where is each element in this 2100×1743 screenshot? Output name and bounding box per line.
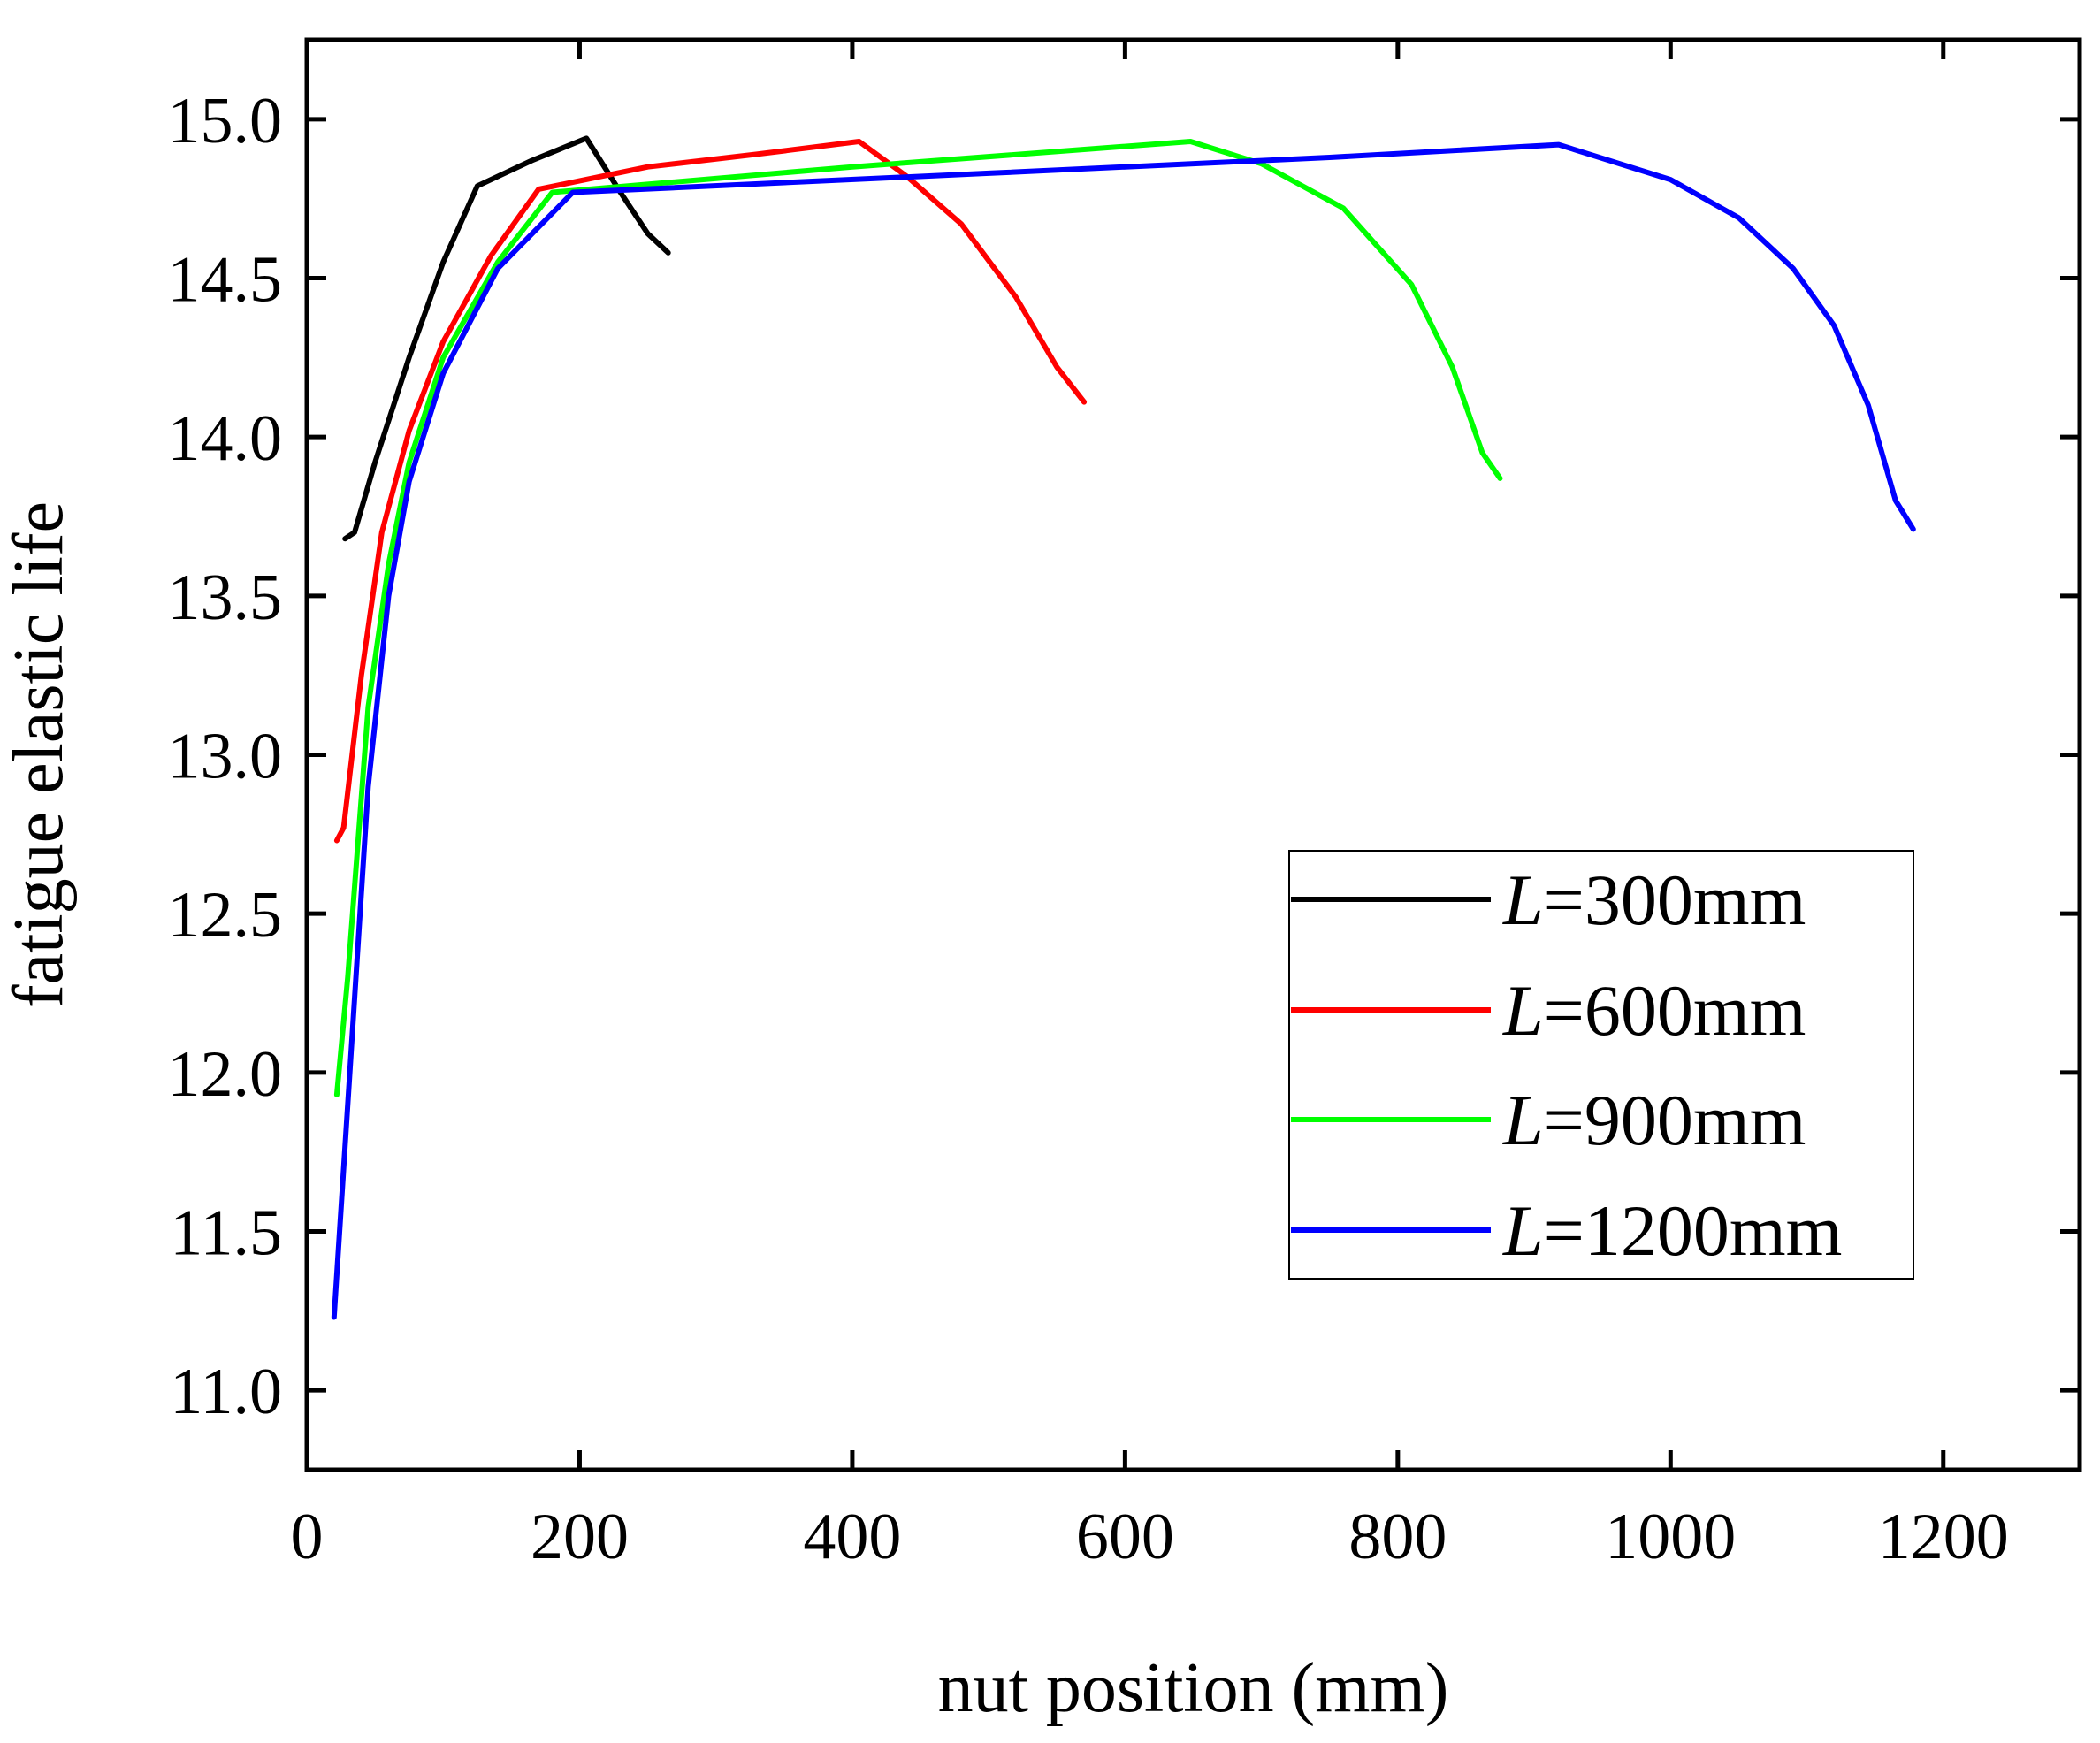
- legend-label-1: L=300mm: [1502, 860, 1806, 940]
- x-tick-label: 1200: [1878, 1501, 2009, 1573]
- ticks-layer: [304, 40, 2080, 1470]
- y-tick-label: 12.5: [168, 879, 283, 952]
- x-axis-title: nut position (mm): [938, 1649, 1449, 1727]
- legend-label-italic: L: [1502, 1190, 1544, 1271]
- legend-label-rest: =300mm: [1544, 860, 1806, 940]
- series-layer: [331, 135, 1916, 1320]
- series-line-2: [333, 139, 1088, 844]
- y-tick-label: 11.5: [170, 1197, 282, 1270]
- y-tick-label: 14.0: [168, 402, 283, 475]
- legend-label-rest: =1200mm: [1544, 1190, 1843, 1271]
- legend-label-3: L=900mm: [1502, 1080, 1806, 1160]
- y-axis-title: fatigue elastic life: [0, 501, 78, 1008]
- y-tick-label: 13.5: [168, 562, 283, 634]
- series-line-1: [342, 135, 671, 542]
- series-line-4: [331, 141, 1916, 1320]
- legend-label-italic: L: [1502, 970, 1544, 1051]
- legend-label-2: L=600mm: [1502, 970, 1806, 1051]
- legend-label-italic: L: [1502, 1080, 1544, 1160]
- x-tick-label: 0: [291, 1501, 324, 1573]
- x-tick-label: 1000: [1605, 1501, 1736, 1573]
- series-line-3: [333, 139, 1503, 1097]
- y-tick-label: 11.0: [170, 1356, 282, 1428]
- legend-label-4: L=1200mm: [1502, 1190, 1842, 1271]
- y-tick-label: 15.0: [168, 85, 283, 157]
- tick-labels-layer: 0 200 400 600 800 1000 1200 11.0 11.5 12.0 12.5 13.…: [168, 85, 2009, 1573]
- x-tick-label: 200: [531, 1501, 629, 1573]
- legend-label-rest: =900mm: [1544, 1080, 1806, 1160]
- legend-box: [1288, 850, 1914, 1280]
- y-tick-label: 12.0: [168, 1038, 283, 1111]
- x-tick-label: 800: [1348, 1501, 1447, 1573]
- x-tick-label: 600: [1076, 1501, 1174, 1573]
- y-tick-label: 14.5: [168, 244, 283, 317]
- legend-label-italic: L: [1502, 860, 1544, 940]
- legend-label-rest: =600mm: [1544, 970, 1806, 1051]
- y-tick-label: 13.0: [168, 721, 283, 793]
- x-tick-label: 400: [803, 1501, 901, 1573]
